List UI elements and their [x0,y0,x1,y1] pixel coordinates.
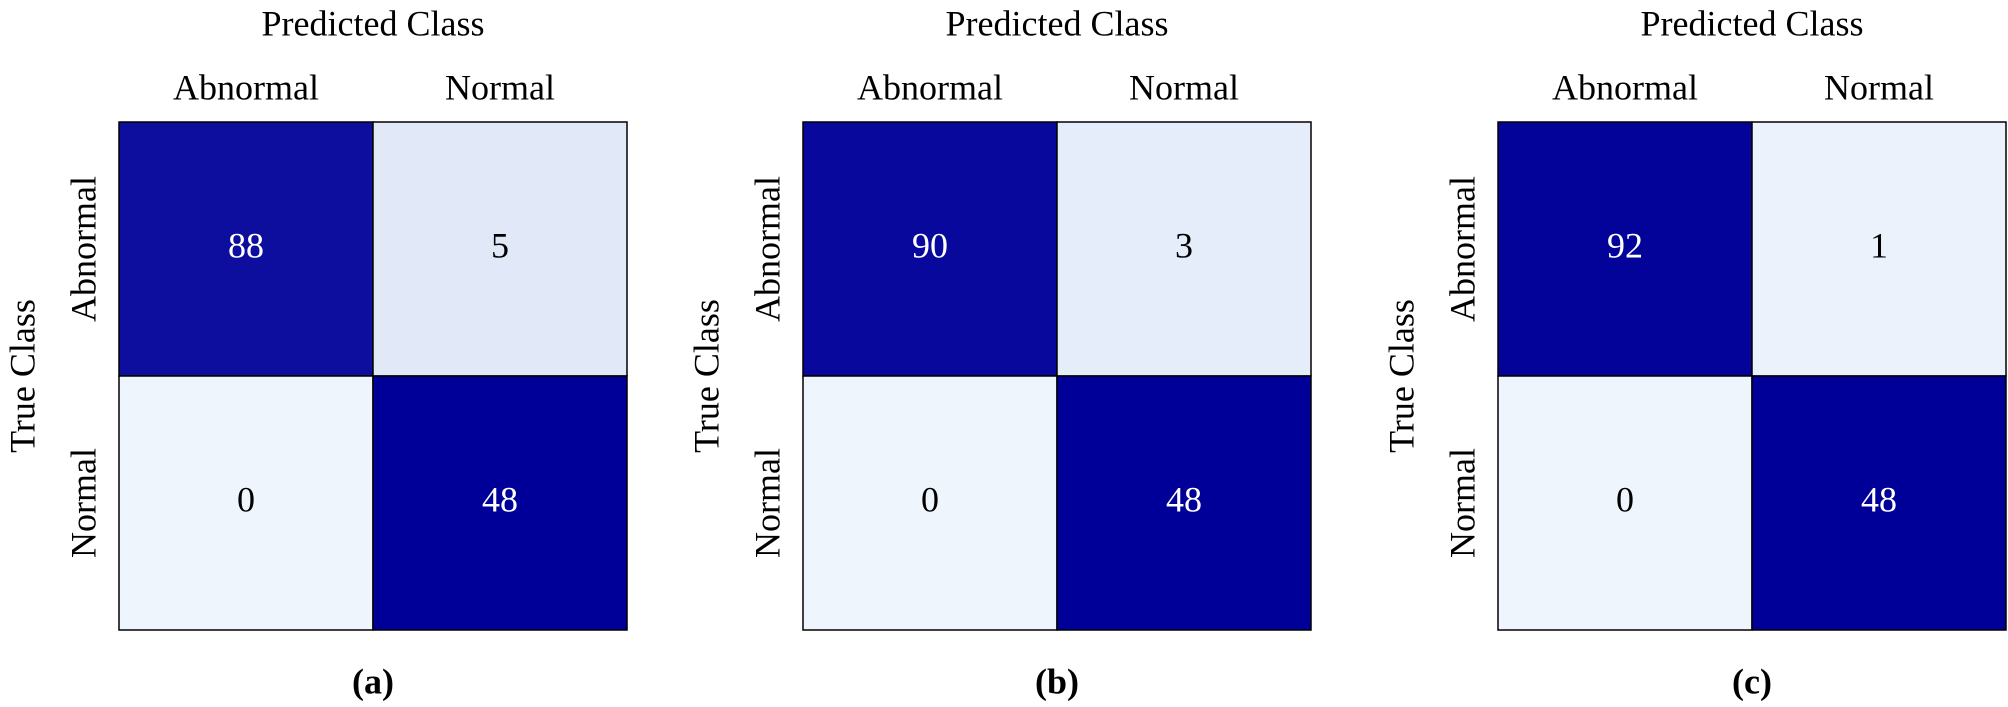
caption: (c) [1732,661,1772,701]
x-tick-label: Normal [1129,67,1239,107]
y-axis-title: True Class [1381,299,1421,453]
y-tick-label: Abnormal [1442,176,1482,322]
y-axis-title: True Class [686,299,726,453]
x-tick-label: Abnormal [1552,67,1698,107]
cell [1056,121,1312,377]
x-axis-title: Predicted Class [262,3,485,43]
x-tick-label: Normal [1824,67,1934,107]
y-tick-label: Abnormal [747,176,787,322]
cell [372,375,628,631]
cell [118,375,374,631]
y-tick-label: Abnormal [63,176,103,322]
cell-value: 0 [237,479,255,519]
cell-value: 90 [912,225,948,265]
cell-value: 0 [1616,479,1634,519]
caption: (a) [352,661,394,701]
cell [802,375,1058,631]
x-tick-label: Normal [445,67,555,107]
cell [802,121,1058,377]
x-axis-title: Predicted Class [1641,3,1864,43]
y-tick-label: Normal [63,448,103,558]
cell-value: 48 [482,479,518,519]
cell-value: 92 [1607,225,1643,265]
cell-value: 5 [491,225,509,265]
cell-value: 3 [1175,225,1193,265]
y-tick-label: Normal [747,448,787,558]
cell-value: 48 [1166,479,1202,519]
x-tick-label: Abnormal [173,67,319,107]
x-axis-title: Predicted Class [946,3,1169,43]
y-tick-label: Normal [1442,448,1482,558]
cell-value: 1 [1870,225,1888,265]
cell-value: 0 [921,479,939,519]
cell [1751,121,2007,377]
cell [372,121,628,377]
cell-value: 88 [228,225,264,265]
x-tick-label: Abnormal [857,67,1003,107]
cell [118,121,374,377]
caption: (b) [1035,661,1079,701]
cell-value: 48 [1861,479,1897,519]
cell [1056,375,1312,631]
cell [1751,375,2007,631]
y-axis-title: True Class [2,299,42,453]
